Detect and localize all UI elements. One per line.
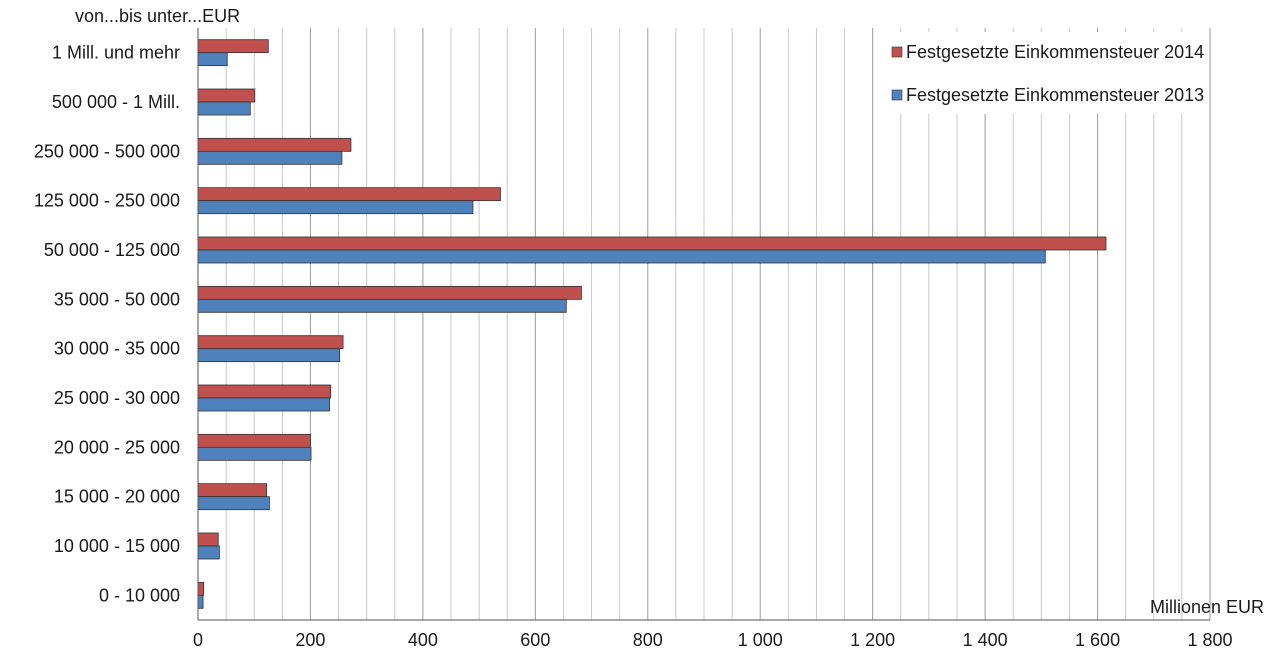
y-tick-label: 125 000 - 250 000 xyxy=(34,191,180,211)
x-tick-label: 200 xyxy=(295,630,325,650)
legend-item-2013: Festgesetzte Einkommensteuer 2013 xyxy=(891,85,1204,105)
legend-swatch-2013 xyxy=(891,89,903,101)
y-tick-label: 25 000 - 30 000 xyxy=(54,388,180,408)
y-tick-label: 1 Mill. und mehr xyxy=(52,43,180,63)
bar-2014 xyxy=(197,137,352,152)
legend-label-2014: Festgesetzte Einkommensteuer 2014 xyxy=(906,42,1204,62)
y-tick-label: 500 000 - 1 Mill. xyxy=(52,92,180,112)
legend-item-2014: Festgesetzte Einkommensteuer 2014 xyxy=(891,42,1204,62)
bar-2014 xyxy=(197,483,267,498)
bar-2013 xyxy=(197,397,330,412)
y-tick-labels: 0 - 10 000 10 000 - 15 000 15 000 - 20 000… xyxy=(34,43,180,606)
x-tick-label: 1 400 xyxy=(963,630,1008,650)
x-tick-label: 1 600 xyxy=(1075,630,1120,650)
bar-2013 xyxy=(197,496,270,511)
x-axis-title: Millionen EUR xyxy=(1150,597,1264,617)
y-tick-label: 0 - 10 000 xyxy=(99,585,180,605)
y-tick-label: 15 000 - 20 000 xyxy=(54,487,180,507)
y-tick-label: 10 000 - 15 000 xyxy=(54,536,180,556)
bar-2014 xyxy=(197,384,332,399)
x-tick-label: 400 xyxy=(408,630,438,650)
bar-2014 xyxy=(197,285,582,300)
bar-2014 xyxy=(197,88,256,103)
bar-2013 xyxy=(197,348,341,363)
x-tick-label: 0 xyxy=(193,630,203,650)
bar-2013 xyxy=(197,101,251,116)
legend: Festgesetzte Einkommensteuer 2014 Festge… xyxy=(874,32,1204,114)
bar-2014 xyxy=(197,187,501,202)
bar-2014 xyxy=(197,236,1107,251)
bar-2013 xyxy=(197,594,204,609)
bar-2013 xyxy=(197,52,228,67)
bar-2014 xyxy=(197,335,344,350)
bar-2013 xyxy=(197,446,312,461)
bar-2014 xyxy=(197,39,269,54)
bar-2013 xyxy=(197,298,567,313)
grid-lines xyxy=(225,28,1211,620)
legend-label-2013: Festgesetzte Einkommensteuer 2013 xyxy=(906,85,1204,105)
x-tick-label: 1 000 xyxy=(738,630,783,650)
bars xyxy=(197,39,1107,609)
y-tick-label: 20 000 - 25 000 xyxy=(54,437,180,457)
axes xyxy=(197,28,1210,621)
x-tick-label: 1 800 xyxy=(1187,630,1232,650)
y-axis-title: von...bis unter...EUR xyxy=(75,6,240,26)
y-tick-label: 30 000 - 35 000 xyxy=(54,339,180,359)
bar-2013 xyxy=(197,150,343,165)
y-tick-label: 50 000 - 125 000 xyxy=(44,240,180,260)
x-tick-label: 1 200 xyxy=(850,630,895,650)
x-tick-label: 600 xyxy=(520,630,550,650)
bar-2013 xyxy=(197,545,220,560)
bar-2013 xyxy=(197,249,1046,264)
bar-2014 xyxy=(197,581,205,596)
x-tick-label: 800 xyxy=(633,630,663,650)
legend-swatch-2014 xyxy=(891,46,903,58)
y-tick-label: 35 000 - 50 000 xyxy=(54,289,180,309)
bar-2014 xyxy=(197,532,219,547)
x-tick-labels: 0 200 400 600 800 1 000 1 200 1 400 1 600 1 800 xyxy=(193,630,1233,650)
bar-2013 xyxy=(197,200,474,215)
bar-2014 xyxy=(197,433,311,448)
y-tick-label: 250 000 - 500 000 xyxy=(34,141,180,161)
